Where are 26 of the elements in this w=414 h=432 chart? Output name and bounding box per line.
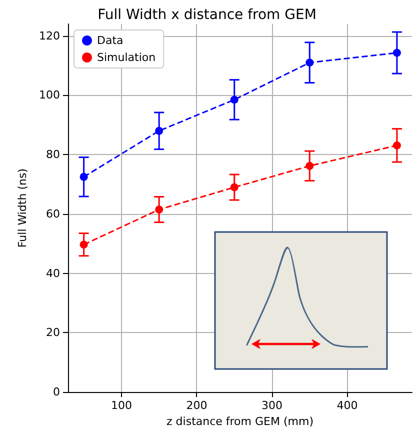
legend-label: Simulation	[97, 51, 156, 64]
point	[230, 96, 238, 104]
point	[155, 126, 164, 135]
point	[155, 206, 164, 214]
y-tick-label: 20	[46, 326, 60, 340]
y-tick-label: 40	[46, 266, 60, 280]
y-tick-label: 0	[53, 386, 60, 399]
x-tick-label: 400	[336, 399, 358, 412]
point	[230, 183, 238, 192]
x-tick-label: 100	[110, 399, 132, 412]
y-tick-label: 60	[46, 207, 60, 220]
point	[306, 162, 314, 170]
y-tick-label: 80	[46, 148, 60, 162]
x-axis-title: z distance from GEM (mm)	[166, 415, 314, 428]
point	[392, 48, 401, 57]
y-axis-title: Full Width (ns)	[16, 168, 30, 248]
y-tick-label: 120	[39, 29, 60, 42]
point	[306, 58, 314, 67]
y-tick-label: 100	[39, 88, 60, 102]
point	[392, 141, 401, 150]
legend-label: Data	[97, 34, 124, 47]
point	[80, 172, 88, 181]
point	[80, 240, 88, 249]
x-tick-label: 300	[261, 399, 282, 412]
x-tick-label: 200	[186, 399, 208, 412]
chart-title: Full Width x distance from GEM	[98, 7, 316, 23]
